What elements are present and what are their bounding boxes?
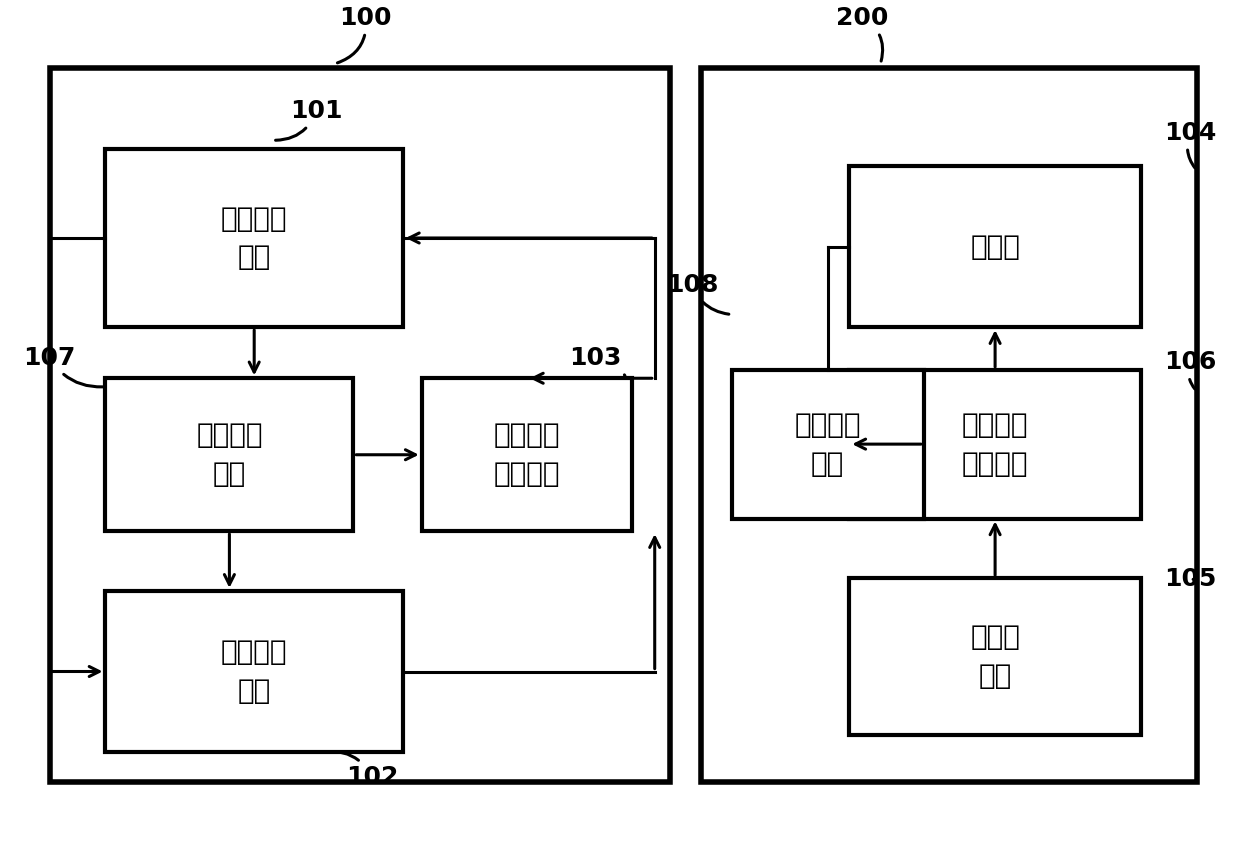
Bar [422,378,632,531]
Text: 106: 106 [1164,350,1216,389]
Text: 第二无线
通信模块: 第二无线 通信模块 [962,411,1028,478]
Text: 中央处理
单元: 中央处理 单元 [221,205,288,271]
Text: 105: 105 [1164,567,1216,591]
Text: 108: 108 [666,274,729,314]
Bar [105,378,353,531]
Text: 103: 103 [569,346,625,376]
Bar [732,370,924,518]
Text: 107: 107 [24,346,103,387]
Text: 100: 100 [337,6,392,63]
Text: 显示控制
模块: 显示控制 模块 [221,638,288,705]
Bar [50,68,670,782]
Text: 101: 101 [275,99,342,140]
Text: 200: 200 [836,6,888,61]
Text: 104: 104 [1164,121,1216,167]
Text: 102: 102 [325,751,398,789]
Text: 第一电源
模块: 第一电源 模块 [196,422,263,488]
Bar [849,166,1141,327]
Bar [849,370,1141,518]
Bar [849,578,1141,735]
Text: 显示屏: 显示屏 [970,233,1021,260]
Text: 第二电源
模块: 第二电源 模块 [795,411,861,478]
Bar [105,591,403,752]
Text: 第一无线
通信模块: 第一无线 通信模块 [494,422,560,488]
Bar [105,149,403,327]
Bar [701,68,1197,782]
Text: 传感器
模块: 传感器 模块 [970,623,1021,690]
